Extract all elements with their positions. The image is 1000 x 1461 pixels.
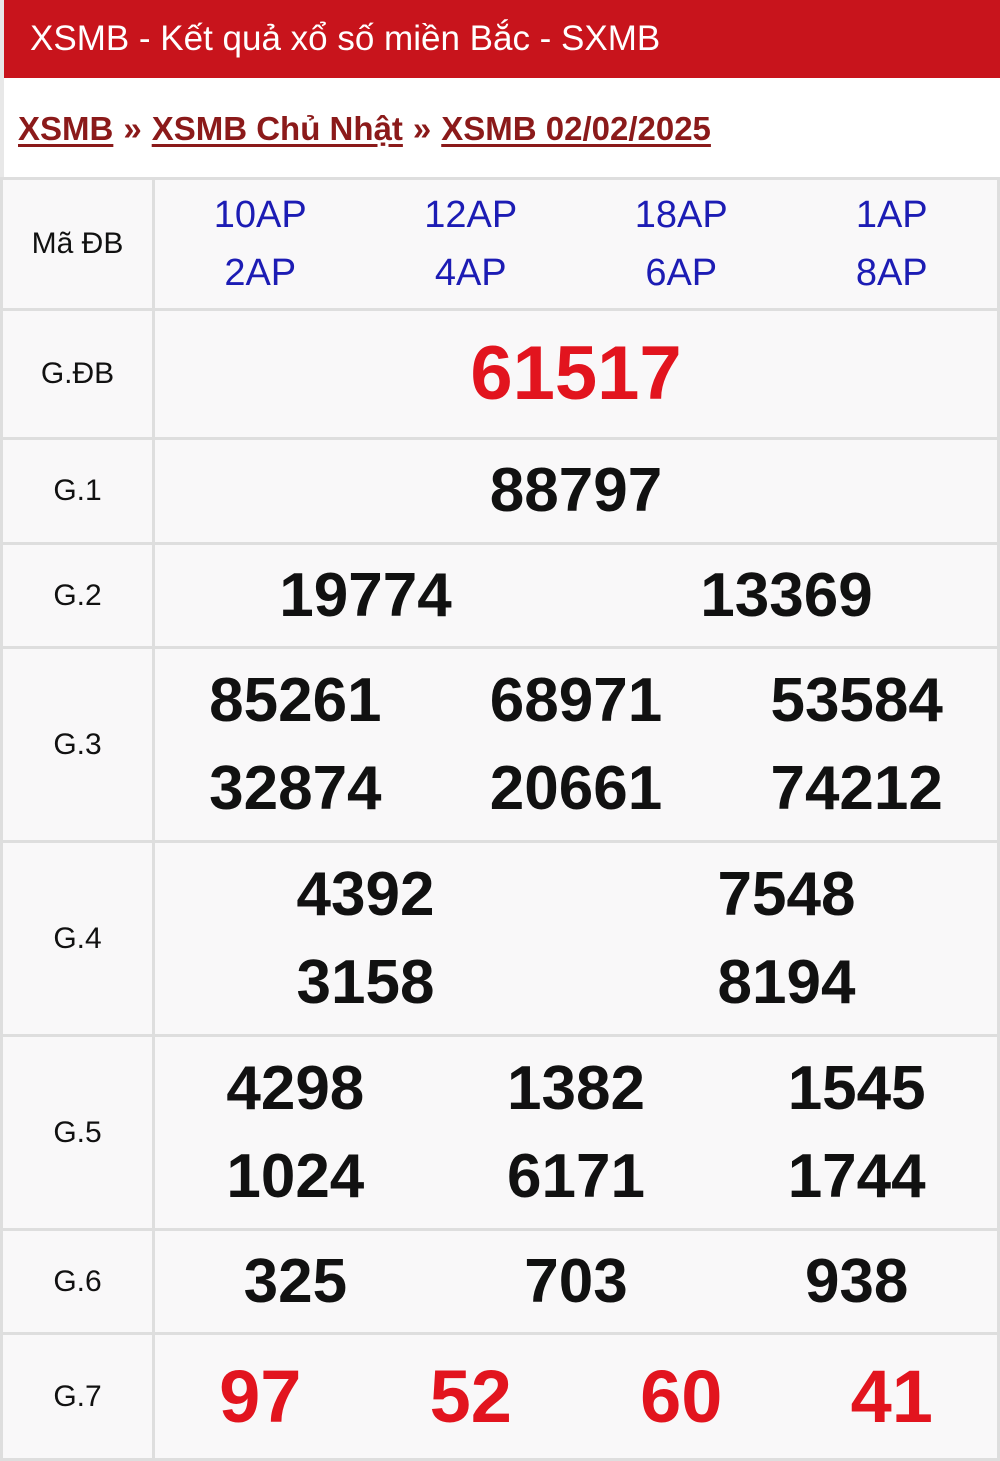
prize-number: 1024	[226, 1141, 365, 1211]
prize-number: 85261	[209, 665, 382, 735]
prize-number: 3158	[296, 947, 435, 1017]
prize-number: 325	[243, 1246, 348, 1316]
code-value: 12AP	[424, 194, 518, 236]
code-value: 2AP	[224, 252, 297, 294]
row-label: G.4	[0, 840, 155, 1037]
prize-number: 32874	[209, 753, 382, 823]
special-code: 12AP 4AP	[366, 186, 577, 302]
row-label: Mã ĐB	[0, 177, 155, 311]
special-code: 10AP 2AP	[155, 186, 366, 302]
row-label: G.ĐB	[0, 308, 155, 440]
prize-row: G.4 4392 7548 3158 8194	[0, 840, 1000, 1037]
results-table: Mã ĐB 10AP 2AP 12AP 4AP 18AP 6AP 1AP 8AP G.ĐB 61…	[0, 177, 1000, 1461]
prize-row: G.ĐB 61517	[0, 308, 1000, 440]
row-label: G.3	[0, 646, 155, 843]
page-header: XSMB - Kết quả xổ số miền Bắc - SXMB	[0, 0, 1000, 78]
prize-number: 1744	[787, 1141, 926, 1211]
prize-number: 8194	[717, 947, 856, 1017]
prize-row: G.3 85261 68971 53584 32874 20661 74212	[0, 646, 1000, 843]
special-code: 18AP 6AP	[576, 186, 787, 302]
prize-number: 938	[804, 1246, 909, 1316]
prize-number: 41	[850, 1354, 933, 1438]
prize-number: 4298	[226, 1053, 365, 1123]
code-value: 18AP	[634, 194, 728, 236]
prize-number: 61517	[470, 331, 682, 416]
breadcrumb-xsmb[interactable]: XSMB	[18, 110, 114, 147]
breadcrumb-sunday[interactable]: XSMB Chủ Nhật	[151, 110, 403, 147]
row-label: G.2	[0, 542, 155, 649]
breadcrumb-date[interactable]: XSMB 02/02/2025	[441, 110, 711, 147]
prize-row: G.6 325 703 938	[0, 1228, 1000, 1335]
special-code: 1AP 8AP	[787, 186, 998, 302]
prize-number: 53584	[770, 665, 943, 735]
prize-number: 68971	[489, 665, 663, 735]
row-label: G.1	[0, 437, 155, 545]
prize-number: 6171	[507, 1141, 645, 1211]
row-label: G.7	[0, 1332, 155, 1461]
prize-number: 703	[524, 1246, 628, 1316]
prize-number: 60	[640, 1354, 723, 1438]
code-value: 6AP	[645, 252, 718, 294]
code-value: 8AP	[855, 252, 928, 294]
prize-row: G.2 19774 13369	[0, 542, 1000, 649]
breadcrumb: XSMB» XSMB Chủ Nhật» XSMB 02/02/2025	[0, 78, 1000, 177]
prize-number: 74212	[770, 753, 943, 823]
prize-number: 1545	[787, 1053, 926, 1123]
breadcrumb-separator: »	[123, 110, 142, 147]
code-value: 10AP	[213, 194, 307, 236]
prize-row: G.7 97 52 60 41	[0, 1332, 1000, 1461]
prize-number: 97	[219, 1354, 302, 1438]
code-value: 4AP	[434, 252, 507, 294]
prize-number: 13369	[700, 560, 873, 630]
prize-number: 7548	[717, 859, 856, 929]
prize-number: 52	[429, 1354, 512, 1438]
breadcrumb-separator: »	[412, 110, 432, 147]
prize-row: G.1 88797	[0, 437, 1000, 545]
prize-number: 20661	[489, 753, 663, 823]
prize-row: G.5 4298 1382 1545 1024 6171 1744	[0, 1034, 1000, 1231]
prize-number: 19774	[279, 560, 452, 630]
row-label: G.5	[0, 1034, 155, 1231]
row-label: G.6	[0, 1228, 155, 1335]
ma-db-row: Mã ĐB 10AP 2AP 12AP 4AP 18AP 6AP 1AP 8AP	[0, 177, 1000, 311]
prize-number: 1382	[507, 1053, 645, 1123]
prize-number: 4392	[296, 859, 435, 929]
code-value: 1AP	[855, 194, 928, 236]
prize-number: 88797	[489, 456, 663, 525]
header-title: XSMB - Kết quả xổ số miền Bắc - SXMB	[30, 19, 661, 58]
